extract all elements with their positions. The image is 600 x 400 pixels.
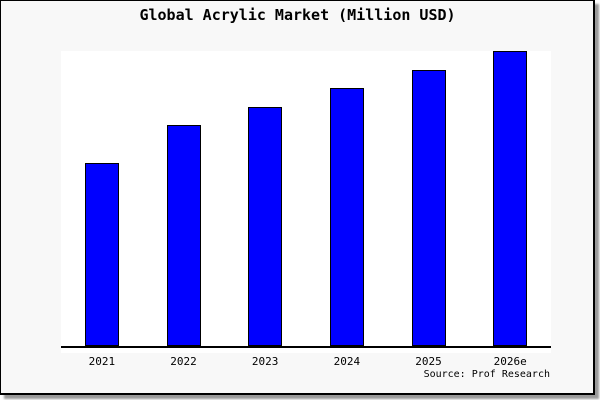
source-note: Source: Prof Research: [423, 369, 550, 380]
plot-area: [61, 51, 551, 353]
x-axis-label-2026e: 2026e: [493, 355, 527, 368]
bar-2026e: [493, 51, 528, 346]
bar-2024: [329, 88, 364, 346]
bar-2025: [411, 70, 446, 346]
x-axis-label-2022: 2022: [170, 355, 197, 368]
x-axis-label-2023: 2023: [251, 355, 279, 368]
bar-2023: [248, 107, 283, 346]
x-axis-label-2024: 2024: [333, 355, 361, 368]
x-axis-label-2025: 2025: [415, 355, 442, 368]
bar-2022: [166, 125, 201, 346]
x-axis-labels: 2021 2022 2023 2024 2025 2026e: [61, 355, 551, 369]
x-axis-label-2021: 2021: [88, 355, 116, 368]
bar-2021: [84, 163, 119, 346]
x-axis-line: [61, 346, 551, 348]
chart-title: Global Acrylic Market (Million USD): [139, 6, 456, 24]
